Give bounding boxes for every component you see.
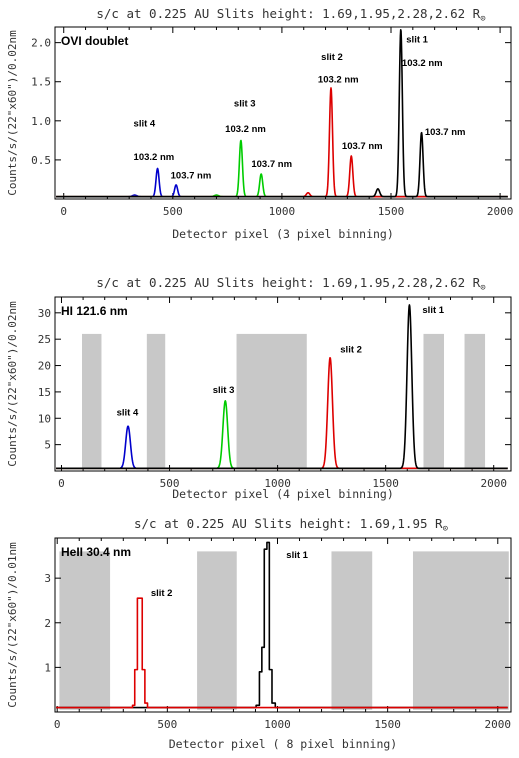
- series-line-2: [55, 87, 509, 198]
- chart-title: s/c at 0.225 AU Slits height: 1.69,1.95 …: [134, 516, 448, 534]
- y-tick-label: 30: [38, 307, 51, 320]
- chart-title-text: s/c at 0.225 AU Slits height: 1.69,1.95,…: [96, 6, 480, 21]
- y-tick-label: 20: [38, 360, 51, 373]
- chart-title-text: s/c at 0.225 AU Slits height: 1.69,1.95,…: [96, 275, 480, 290]
- series-line-0: [55, 167, 509, 198]
- plot-frame: [54, 537, 512, 713]
- chart-title-text: s/c at 0.225 AU Slits height: 1.69,1.95 …: [134, 516, 443, 531]
- x-tick-label: 0: [54, 718, 61, 731]
- annotation-label: 103.7 nm: [251, 159, 292, 170]
- x-tick-label: 500: [157, 718, 177, 731]
- series-line-1: [56, 597, 508, 709]
- panel-label: OVI doublet: [61, 34, 128, 48]
- y-axis-label: Counts/s/(22"x60")/0.02nm: [6, 301, 19, 467]
- annotation-label: slit 2: [340, 344, 362, 355]
- x-tick-label: 1500: [374, 718, 401, 731]
- x-axis-label: Detector pixel ( 8 pixel binning): [169, 737, 397, 751]
- y-tick-label: 1.5: [31, 76, 51, 89]
- chart-title-symbol: ⊙: [443, 524, 448, 534]
- x-tick-label: 1500: [378, 205, 405, 218]
- x-tick-label: 1000: [269, 205, 296, 218]
- x-tick-label: 2000: [485, 718, 512, 731]
- x-tick-label: 1000: [264, 718, 291, 731]
- grey-band-3: [412, 551, 509, 710]
- annotation-label: slit 3: [213, 385, 235, 396]
- annotation-label: 103.2 nm: [402, 58, 443, 69]
- annotation-label: 103.2 nm: [134, 152, 175, 163]
- grey-band-0: [59, 551, 111, 710]
- annotation-label: slit 1: [286, 550, 308, 561]
- y-tick-label: 3: [44, 572, 51, 585]
- panel-hi-121: 0 500 1000 1500 2000 5 10 15 20 25 30 s/c at 0.225 …: [6, 275, 512, 501]
- grey-band-1: [197, 551, 237, 710]
- x-tick-label: 1000: [264, 477, 291, 490]
- panel-ovi-doublet: 0 500 1000 1500 2000 0.5 1.0 1.5 2.0 s/c at 0.225…: [6, 6, 513, 241]
- panel-label: HI 121.6 nm: [61, 304, 128, 318]
- annotation-label: slit 4: [117, 408, 139, 419]
- grey-band-1: [146, 333, 166, 469]
- annotation-label: 103.7 nm: [425, 127, 466, 138]
- y-axis-label: Counts/s/(22"x60")/0.01nm: [6, 542, 19, 708]
- y-tick-label: 0.5: [31, 154, 51, 167]
- y-tick-label: 2: [44, 617, 51, 630]
- grey-band-0: [82, 333, 102, 469]
- annotation-label: 103.2 nm: [318, 75, 359, 86]
- y-tick-label: 10: [38, 412, 51, 425]
- x-tick-label: 2000: [480, 477, 507, 490]
- x-axis-label: Detector pixel (4 pixel binning): [172, 487, 394, 501]
- x-tick-label: 2000: [487, 205, 514, 218]
- y-tick-label: 15: [38, 386, 51, 399]
- x-tick-label: 500: [163, 205, 183, 218]
- grey-band-3: [423, 333, 445, 469]
- panel-label: HeII 30.4 nm: [61, 545, 131, 559]
- x-tick-label: 500: [160, 477, 180, 490]
- y-tick-label: 25: [38, 333, 51, 346]
- y-tick-label: 5: [44, 439, 51, 452]
- chart-title: s/c at 0.225 AU Slits height: 1.69,1.95,…: [96, 6, 485, 24]
- grey-band-4: [464, 333, 486, 469]
- y-axis-label: Counts/s/(22"x60")/0.02nm: [6, 30, 19, 196]
- annotation-label: slit 1: [406, 35, 428, 46]
- grey-band-2: [331, 551, 373, 710]
- annotation-label: slit 2: [151, 588, 173, 599]
- annotation-label: 103.7 nm: [342, 141, 383, 152]
- y-tick-label: 2.0: [31, 37, 51, 50]
- annotation-label: 103.2 nm: [225, 124, 266, 135]
- chart-title-symbol: ⊙: [480, 283, 485, 293]
- annotation-label: slit 4: [134, 118, 156, 129]
- grey-band-2: [236, 333, 307, 469]
- y-tick-label: 1: [44, 661, 51, 674]
- chart-title: s/c at 0.225 AU Slits height: 1.69,1.95,…: [96, 275, 485, 293]
- x-tick-label: 1500: [372, 477, 399, 490]
- annotation-label: slit 1: [422, 305, 444, 316]
- annotation-label: slit 3: [234, 99, 256, 110]
- series-line-3: [55, 28, 509, 198]
- x-tick-label: 0: [58, 477, 65, 490]
- series-line-0: [56, 541, 508, 709]
- y-tick-label: 1.0: [31, 115, 51, 128]
- annotation-label: 103.7 nm: [171, 171, 212, 182]
- plot-frame: [54, 26, 512, 200]
- annotation-label: slit 2: [321, 52, 343, 63]
- plot-frame: [54, 296, 512, 472]
- panel-heii-304: 0 500 1000 1500 2000 1 2 3 s/c at 0.225 AU Slits…: [6, 516, 512, 751]
- x-tick-label: 0: [60, 205, 67, 218]
- series-line-3: [55, 304, 509, 470]
- x-axis-label: Detector pixel (3 pixel binning): [172, 227, 394, 241]
- chart-title-symbol: ⊙: [480, 14, 485, 24]
